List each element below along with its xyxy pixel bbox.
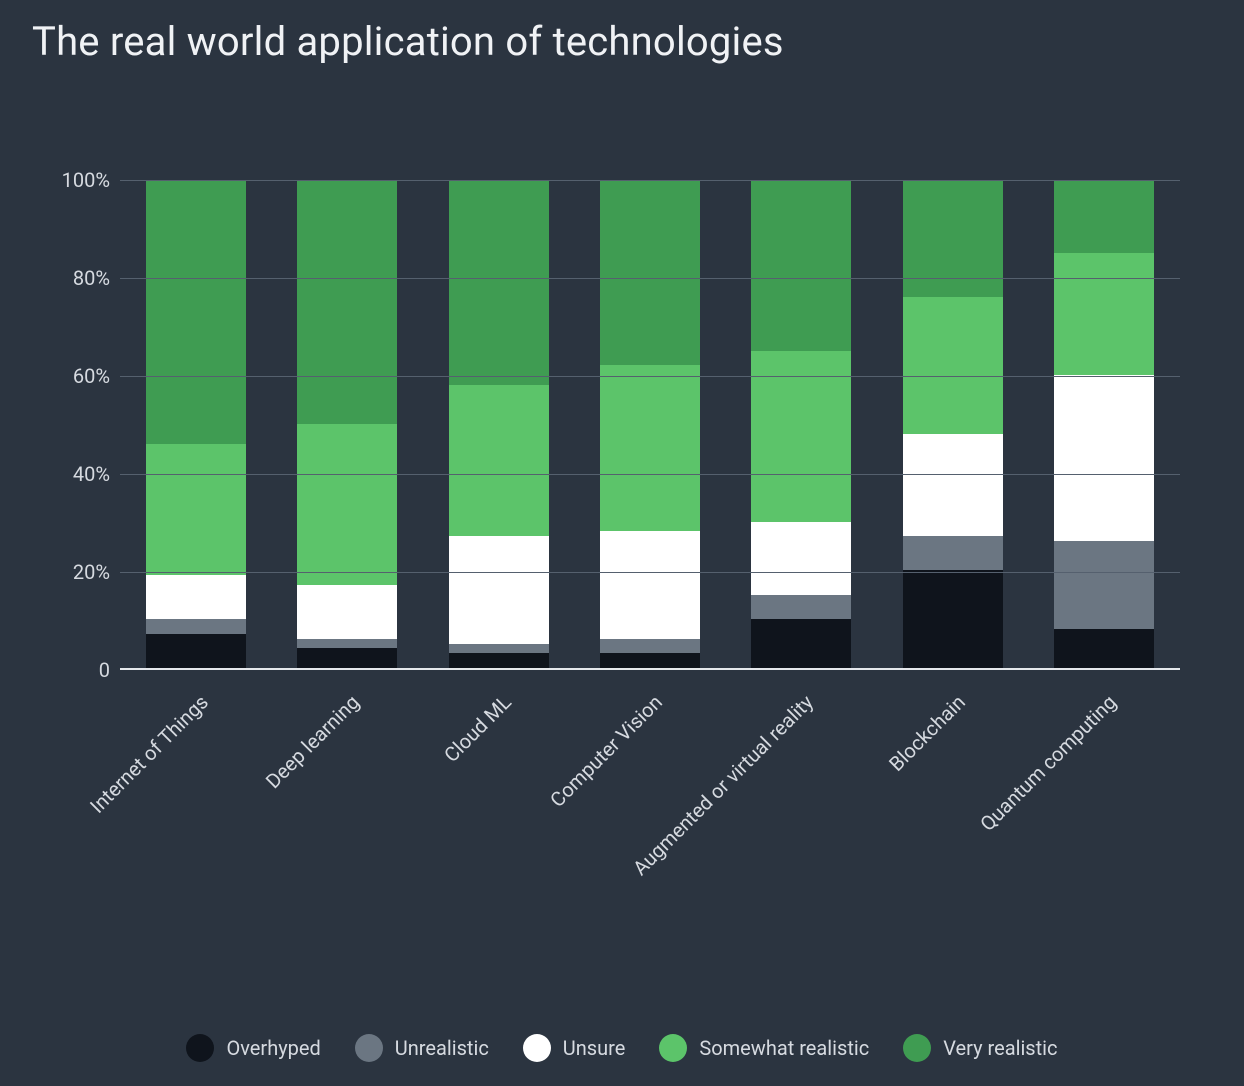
bar-segment-overhyped — [297, 648, 397, 668]
legend-label: Unrealistic — [395, 1036, 489, 1060]
bar-segment-unrealistic — [146, 619, 246, 634]
legend-label: Very realistic — [943, 1036, 1057, 1060]
plot-area: 020%40%60%80%100% — [120, 180, 1180, 670]
bar-segment-somewhat_realistic — [903, 297, 1003, 434]
bar-segment-overhyped — [600, 653, 700, 668]
x-label-slot: Deep learning — [271, 680, 422, 940]
bar-segment-unsure — [449, 536, 549, 643]
legend-item-very_realistic: Very realistic — [903, 1034, 1057, 1062]
gridline — [120, 278, 1180, 279]
bar-segment-somewhat_realistic — [146, 444, 246, 576]
x-label-slot: Internet of Things — [120, 680, 271, 940]
legend-swatch-icon — [659, 1034, 687, 1062]
bar-segment-very_realistic — [600, 180, 700, 365]
y-axis-tick-label: 20% — [50, 560, 110, 584]
bar-segment-unsure — [903, 434, 1003, 536]
bar-segment-very_realistic — [751, 180, 851, 351]
bar-segment-unrealistic — [600, 639, 700, 654]
bar-segment-overhyped — [146, 634, 246, 668]
bar-column — [600, 180, 700, 668]
bar-segment-overhyped — [1054, 629, 1154, 668]
gridline — [120, 474, 1180, 475]
legend-swatch-icon — [523, 1034, 551, 1062]
bar-segment-unsure — [600, 531, 700, 638]
bar-segment-unsure — [297, 585, 397, 639]
x-axis-labels: Internet of ThingsDeep learningCloud MLC… — [120, 680, 1180, 940]
bar-segment-very_realistic — [449, 180, 549, 385]
legend-label: Somewhat realistic — [699, 1036, 869, 1060]
legend-label: Overhyped — [226, 1036, 320, 1060]
legend-label: Unsure — [563, 1036, 626, 1060]
bar-segment-overhyped — [751, 619, 851, 668]
y-axis-tick-label: 0 — [50, 658, 110, 682]
bar-segment-unrealistic — [903, 536, 1003, 570]
legend-item-unsure: Unsure — [523, 1034, 626, 1062]
gridline — [120, 180, 1180, 181]
bar-segment-unrealistic — [751, 595, 851, 619]
bar-column — [1054, 180, 1154, 668]
bar-segment-somewhat_realistic — [1054, 253, 1154, 375]
bar-segment-somewhat_realistic — [449, 385, 549, 536]
bar-segment-unrealistic — [297, 639, 397, 649]
x-label-slot: Cloud ML — [423, 680, 574, 940]
y-axis-tick-label: 40% — [50, 462, 110, 486]
bar-segment-somewhat_realistic — [297, 424, 397, 585]
legend-item-unrealistic: Unrealistic — [355, 1034, 489, 1062]
bars-group — [120, 180, 1180, 668]
bar-segment-very_realistic — [903, 180, 1003, 297]
bar-segment-overhyped — [449, 653, 549, 668]
gridline — [120, 572, 1180, 573]
y-axis-tick-label: 60% — [50, 364, 110, 388]
legend-item-somewhat_realistic: Somewhat realistic — [659, 1034, 869, 1062]
legend-swatch-icon — [355, 1034, 383, 1062]
bar-segment-unsure — [751, 522, 851, 595]
bar-segment-very_realistic — [1054, 180, 1154, 253]
bar-column — [146, 180, 246, 668]
x-axis-category-label: Cloud ML — [439, 690, 516, 767]
bar-segment-somewhat_realistic — [600, 365, 700, 531]
bar-segment-very_realistic — [297, 180, 397, 424]
y-axis-tick-label: 100% — [50, 168, 110, 192]
bar-column — [297, 180, 397, 668]
x-axis-category-label: Blockchain — [884, 690, 970, 776]
x-axis-category-label: Deep learning — [261, 690, 364, 793]
bar-segment-overhyped — [903, 570, 1003, 668]
bar-column — [449, 180, 549, 668]
bar-segment-unsure — [146, 575, 246, 619]
chart-area: 020%40%60%80%100% Internet of ThingsDeep… — [40, 150, 1210, 870]
bar-segment-unrealistic — [449, 644, 549, 654]
bar-segment-unrealistic — [1054, 541, 1154, 629]
legend-swatch-icon — [186, 1034, 214, 1062]
x-axis-category-label: Internet of Things — [85, 690, 213, 818]
x-label-slot: Augmented or virtual reality — [726, 680, 877, 940]
legend-item-overhyped: Overhyped — [186, 1034, 320, 1062]
chart-title: The real world application of technologi… — [32, 18, 1220, 65]
bar-column — [903, 180, 1003, 668]
legend-swatch-icon — [903, 1034, 931, 1062]
bar-column — [751, 180, 851, 668]
x-label-slot: Quantum computing — [1029, 680, 1180, 940]
legend: Overhyped Unrealistic Unsure Somewhat reali… — [0, 1034, 1244, 1062]
bar-segment-very_realistic — [146, 180, 246, 444]
gridline — [120, 376, 1180, 377]
y-axis-tick-label: 80% — [50, 266, 110, 290]
chart-container: The real world application of technologi… — [0, 0, 1244, 1086]
bar-segment-unsure — [1054, 375, 1154, 541]
